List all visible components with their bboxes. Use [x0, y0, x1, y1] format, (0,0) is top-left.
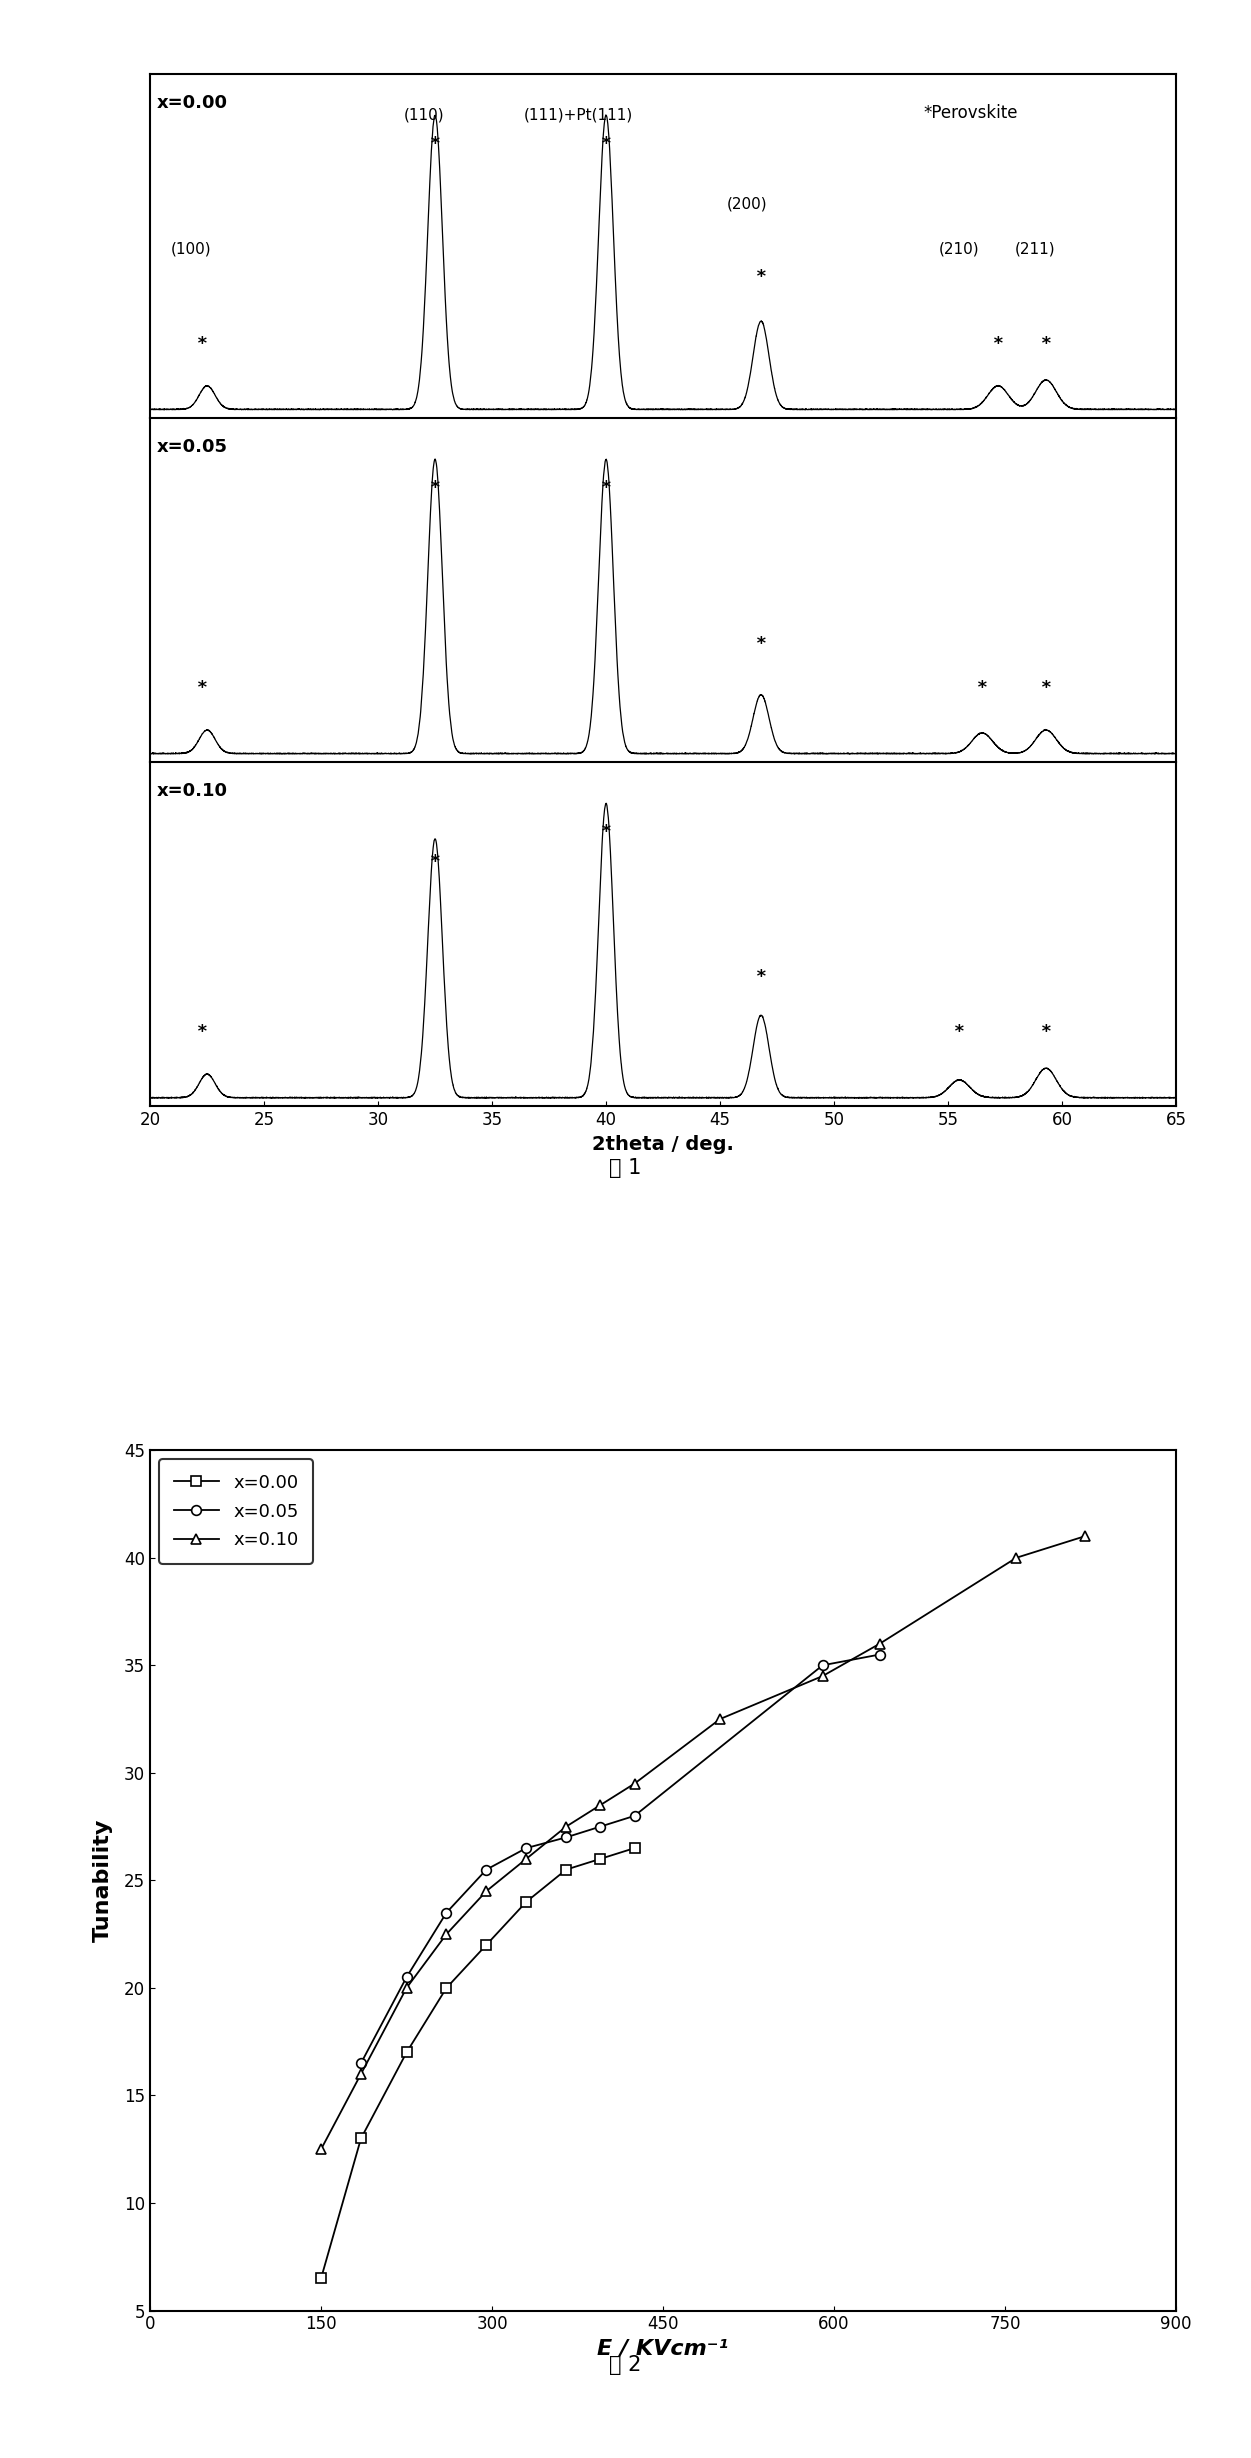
x=0.10 — [816, 1662, 831, 1691]
x=0.10 — [399, 1974, 414, 2003]
x=0.00 — [559, 1856, 574, 1885]
x=0.10 — [559, 1812, 574, 1841]
Text: *: * — [1041, 678, 1051, 698]
x=0.00 — [593, 1844, 608, 1873]
Text: *: * — [756, 634, 767, 654]
x=0.00 — [479, 1930, 494, 1959]
x=0.10 — [627, 1770, 642, 1799]
Text: x=0.05: x=0.05 — [156, 438, 228, 457]
Text: 图 2: 图 2 — [609, 2355, 642, 2374]
Text: *: * — [198, 678, 208, 698]
x=0.00 — [314, 2264, 329, 2293]
x=0.05 — [816, 1652, 831, 1681]
x=0.05 — [627, 1802, 642, 1831]
Text: (100): (100) — [171, 241, 211, 256]
Text: *: * — [429, 853, 440, 870]
Text: *: * — [1041, 1023, 1051, 1042]
Text: *: * — [977, 678, 987, 698]
Text: *: * — [198, 1023, 208, 1042]
Text: x=0.00: x=0.00 — [156, 93, 228, 113]
x=0.05 — [354, 2048, 369, 2077]
x=0.10 — [439, 1920, 454, 1949]
x=0.10 — [713, 1703, 728, 1733]
Text: *: * — [756, 268, 767, 285]
x=0.05 — [519, 1834, 534, 1863]
Text: (210): (210) — [940, 241, 980, 256]
x=0.05 — [593, 1812, 608, 1841]
Text: *: * — [756, 968, 767, 986]
Text: (110): (110) — [403, 108, 444, 123]
Text: *: * — [429, 135, 440, 152]
Text: *Perovskite: *Perovskite — [923, 103, 1018, 123]
Text: *: * — [600, 135, 612, 152]
x=0.10 — [593, 1789, 608, 1819]
x=0.10 — [1008, 1544, 1023, 1573]
x=0.05 — [479, 1856, 494, 1885]
x=0.10 — [354, 2060, 369, 2089]
Text: *: * — [1041, 334, 1051, 354]
Text: *: * — [955, 1023, 965, 1042]
Text: x=0.10: x=0.10 — [156, 782, 228, 801]
x=0.10 — [872, 1630, 887, 1659]
X-axis label: E / KVcm⁻¹: E / KVcm⁻¹ — [598, 2340, 728, 2360]
x=0.10 — [1077, 1522, 1092, 1551]
x=0.05 — [439, 1898, 454, 1927]
x=0.00 — [627, 1834, 642, 1863]
Text: *: * — [993, 334, 1003, 354]
x=0.05 — [872, 1639, 887, 1669]
Text: *: * — [429, 479, 440, 497]
Line: x=0.00: x=0.00 — [317, 1844, 639, 2283]
Text: 图 1: 图 1 — [609, 1158, 642, 1177]
x=0.05 — [399, 1961, 414, 1991]
x=0.10 — [314, 2134, 329, 2163]
x=0.10 — [479, 1875, 494, 1905]
Text: *: * — [198, 334, 208, 354]
Line: x=0.05: x=0.05 — [357, 1649, 884, 2067]
Line: x=0.10: x=0.10 — [317, 1531, 1090, 2153]
X-axis label: 2theta / deg.: 2theta / deg. — [592, 1136, 734, 1153]
x=0.00 — [519, 1888, 534, 1917]
x=0.10 — [519, 1844, 534, 1873]
Text: (200): (200) — [727, 197, 768, 211]
Y-axis label: Tunability: Tunability — [93, 1819, 113, 1942]
x=0.00 — [354, 2124, 369, 2153]
x=0.00 — [439, 1974, 454, 2003]
Text: *: * — [600, 823, 612, 841]
Legend: x=0.00, x=0.05, x=0.10: x=0.00, x=0.05, x=0.10 — [159, 1460, 313, 1563]
x=0.00 — [399, 2038, 414, 2067]
Text: (111)+Pt(111): (111)+Pt(111) — [524, 108, 633, 123]
Text: *: * — [600, 479, 612, 497]
x=0.05 — [559, 1824, 574, 1853]
Text: (211): (211) — [1015, 241, 1055, 256]
